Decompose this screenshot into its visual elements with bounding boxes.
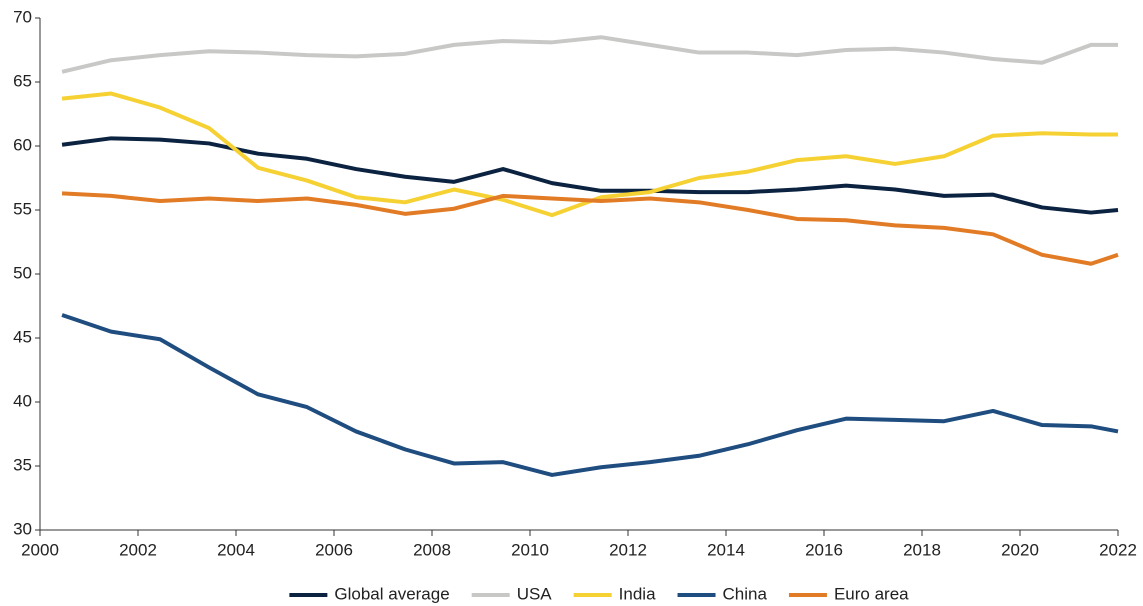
y-tick-label: 70 <box>13 7 32 26</box>
x-tick-label: 2020 <box>1001 540 1039 559</box>
y-tick-label: 45 <box>13 327 32 346</box>
y-tick-label: 60 <box>13 135 32 154</box>
series-line <box>61 313 1119 477</box>
y-tick-label: 55 <box>13 199 32 218</box>
y-tick-label: 40 <box>13 391 32 410</box>
y-tick-label: 35 <box>13 455 32 474</box>
legend-label: Euro area <box>834 584 909 603</box>
y-tick-label: 65 <box>13 71 32 90</box>
series-line <box>61 136 1119 215</box>
legend-label: India <box>619 584 656 603</box>
y-tick-label: 50 <box>13 263 32 282</box>
x-tick-label: 2000 <box>21 540 59 559</box>
x-tick-label: 2016 <box>805 540 843 559</box>
x-tick-label: 2004 <box>217 540 255 559</box>
x-tick-label: 2012 <box>609 540 647 559</box>
series-line <box>61 35 1118 74</box>
x-tick-label: 2006 <box>315 540 353 559</box>
series-line <box>61 191 1119 266</box>
legend-label: USA <box>517 584 553 603</box>
x-tick-label: 2018 <box>903 540 941 559</box>
x-tick-label: 2014 <box>707 540 745 559</box>
legend-label: China <box>723 584 768 603</box>
x-tick-label: 2002 <box>119 540 157 559</box>
series-line <box>61 91 1118 218</box>
legend-label: Global average <box>334 584 449 603</box>
x-tick-label: 2010 <box>511 540 549 559</box>
x-tick-label: 2008 <box>413 540 451 559</box>
x-tick-label: 2022 <box>1099 540 1137 559</box>
y-tick-label: 30 <box>13 519 32 538</box>
